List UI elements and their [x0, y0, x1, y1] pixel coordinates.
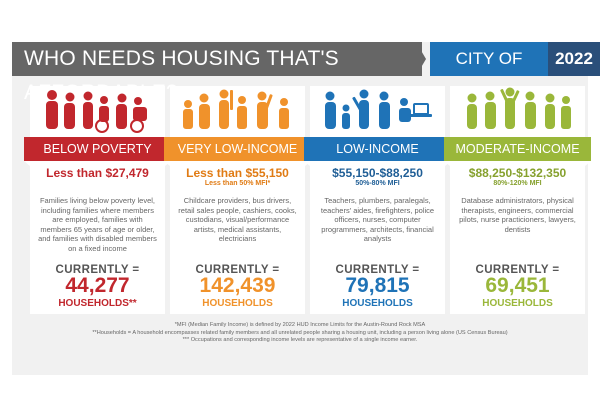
people-group-icon	[467, 87, 571, 129]
households-label: HOUSEHOLDS	[482, 298, 553, 309]
footnote-households: **Households = A household encompasses r…	[92, 329, 508, 336]
currently-label: CURRENTLY =	[195, 264, 280, 276]
city-label: CITY OF AUSTIN	[430, 42, 548, 102]
mfi-range: 80%-120% MFI	[493, 180, 542, 187]
household-count: 69,451	[485, 274, 550, 297]
mfi-range: 50%-80% MFI	[355, 180, 400, 187]
footnote-mfi: *MFI (Median Family Income) is defined b…	[174, 322, 426, 328]
currently-label: CURRENTLY =	[55, 264, 140, 276]
category-below-poverty: BELOW POVERTY LEVEL Less than $27,479 Fa…	[24, 86, 171, 314]
income-range: $88,250-$132,350	[468, 166, 567, 180]
category-moderate-income: MODERATE-INCOME $88,250-$132,350 80%-120…	[444, 86, 591, 314]
year-label: 2022	[548, 42, 600, 76]
infographic-header: WHO NEEDS HOUSING THAT'S AFFORDABLE? CIT…	[12, 42, 600, 104]
household-count: 79,815	[345, 274, 410, 297]
category-low-income: LOW-INCOME $55,150-$88,250 50%-80% MFI T…	[304, 86, 451, 314]
category-very-low-income: VERY LOW-INCOME Less than $55,150 Less t…	[164, 86, 311, 314]
households-label: HOUSEHOLDS	[342, 298, 413, 309]
category-label: BELOW POVERTY LEVEL	[24, 137, 171, 180]
currently-label: CURRENTLY =	[335, 264, 420, 276]
mfi-range: Less than 50% MFI*	[204, 180, 271, 187]
page-title: WHO NEEDS HOUSING THAT'S AFFORDABLE?	[12, 42, 422, 104]
households-label: HOUSEHOLDS**	[58, 298, 137, 309]
household-count: 142,439	[199, 274, 276, 297]
households-label: HOUSEHOLDS	[202, 298, 273, 309]
people-group-icon	[46, 90, 147, 133]
category-description: Childcare providers, bus drivers, retail…	[178, 196, 297, 243]
category-label: VERY LOW-INCOME	[164, 137, 311, 166]
category-description: Families living below poverty level, inc…	[38, 196, 157, 253]
category-label: LOW-INCOME	[304, 137, 451, 166]
category-description: Database administrators, physical therap…	[459, 196, 576, 234]
income-range: Less than $55,150	[186, 166, 289, 180]
title-arrow	[416, 42, 426, 76]
category-label: MODERATE-INCOME	[444, 137, 591, 166]
income-range: Less than $27,479	[46, 166, 149, 180]
income-range: $55,150-$88,250	[332, 166, 423, 180]
footnote-occupations: *** Occupations and corresponding income…	[182, 337, 418, 343]
people-group-icon	[325, 89, 432, 129]
people-group-icon	[183, 89, 289, 129]
category-description: Teachers, plumbers, paralegals, teachers…	[320, 196, 435, 243]
currently-label: CURRENTLY =	[475, 264, 560, 276]
footnotes: *MFI (Median Family Income) is defined b…	[12, 322, 588, 345]
household-count: 44,277	[65, 274, 130, 297]
